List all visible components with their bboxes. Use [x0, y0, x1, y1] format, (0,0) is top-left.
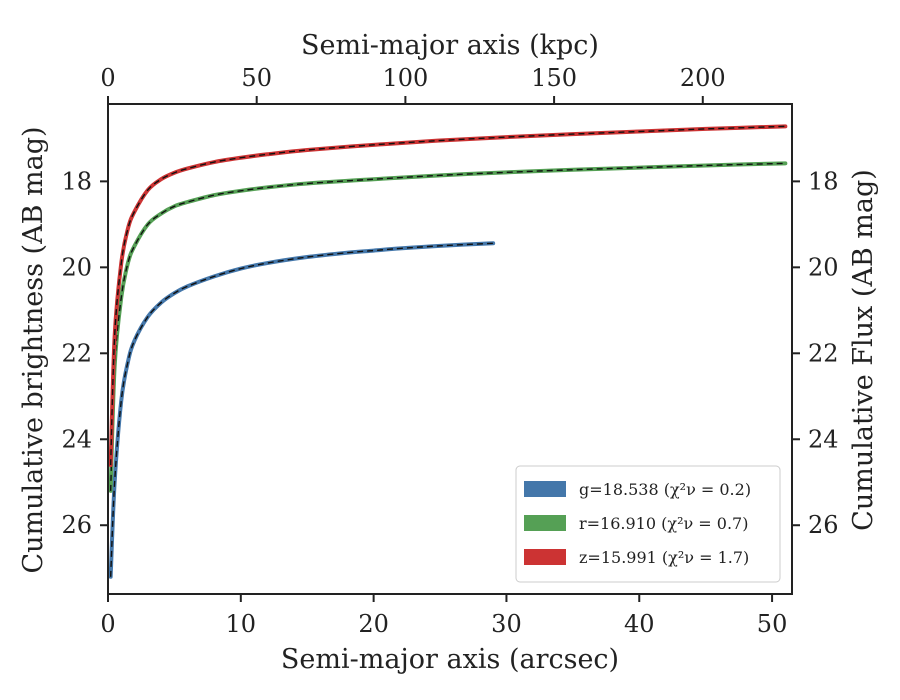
- y2-tick-label: 26: [808, 511, 839, 539]
- x-tick-label: 20: [358, 610, 389, 638]
- right-axis-title: Cumulative Flux (AB mag): [848, 169, 879, 531]
- plot-frame: [107, 103, 793, 595]
- x2-tick-label: 200: [680, 64, 726, 92]
- x2-tick-label: 0: [100, 64, 115, 92]
- y-tick-label: 24: [61, 425, 92, 453]
- legend-swatch-r: [524, 515, 566, 531]
- y-tick-label: 20: [61, 253, 92, 281]
- series-line-z: [108, 124, 788, 468]
- plot-curves: [108, 124, 788, 579]
- axis-ticks: 0 10 20 30 40 50 0 50 100 150 200 18 18 20 20 22 22 24 24 2…: [61, 64, 838, 638]
- x-tick-label: 10: [226, 610, 257, 638]
- x-tick-label: 30: [491, 610, 522, 638]
- y-tick-label: 26: [61, 511, 92, 539]
- x-tick-label: 0: [100, 610, 115, 638]
- series-line-r: [108, 161, 788, 493]
- left-axis-title: Cumulative brightness (AB mag): [18, 126, 49, 573]
- legend: g=18.538 (χ²ν = 0.2) r=16.910 (χ²ν = 0.7)…: [515, 465, 781, 583]
- bottom-axis-title: Semi-major axis (arcsec): [281, 644, 619, 675]
- legend-label-g: g=18.538 (χ²ν = 0.2): [579, 480, 751, 499]
- y2-tick-label: 20: [808, 253, 839, 281]
- x2-tick-label: 150: [531, 64, 577, 92]
- model-line-r: [109, 162, 786, 491]
- legend-swatch-z: [524, 549, 566, 565]
- legend-swatch-g: [524, 481, 566, 497]
- legend-label-r: r=16.910 (χ²ν = 0.7): [579, 514, 748, 533]
- x2-tick-label: 50: [241, 64, 272, 92]
- y2-tick-label: 18: [808, 167, 839, 195]
- x-tick-label: 50: [757, 610, 788, 638]
- legend-box: [515, 465, 781, 583]
- top-axis-title: Semi-major axis (kpc): [301, 30, 599, 61]
- legend-label-z: z=15.991 (χ²ν = 1.7): [579, 548, 749, 567]
- y2-tick-label: 24: [808, 425, 839, 453]
- y-tick-label: 22: [61, 339, 92, 367]
- y2-tick-label: 22: [808, 339, 839, 367]
- series-line-g: [108, 241, 496, 579]
- model-line-z: [109, 125, 786, 466]
- model-line-g: [109, 242, 494, 577]
- x2-tick-label: 100: [382, 64, 428, 92]
- x-tick-label: 40: [624, 610, 655, 638]
- y-tick-label: 18: [61, 167, 92, 195]
